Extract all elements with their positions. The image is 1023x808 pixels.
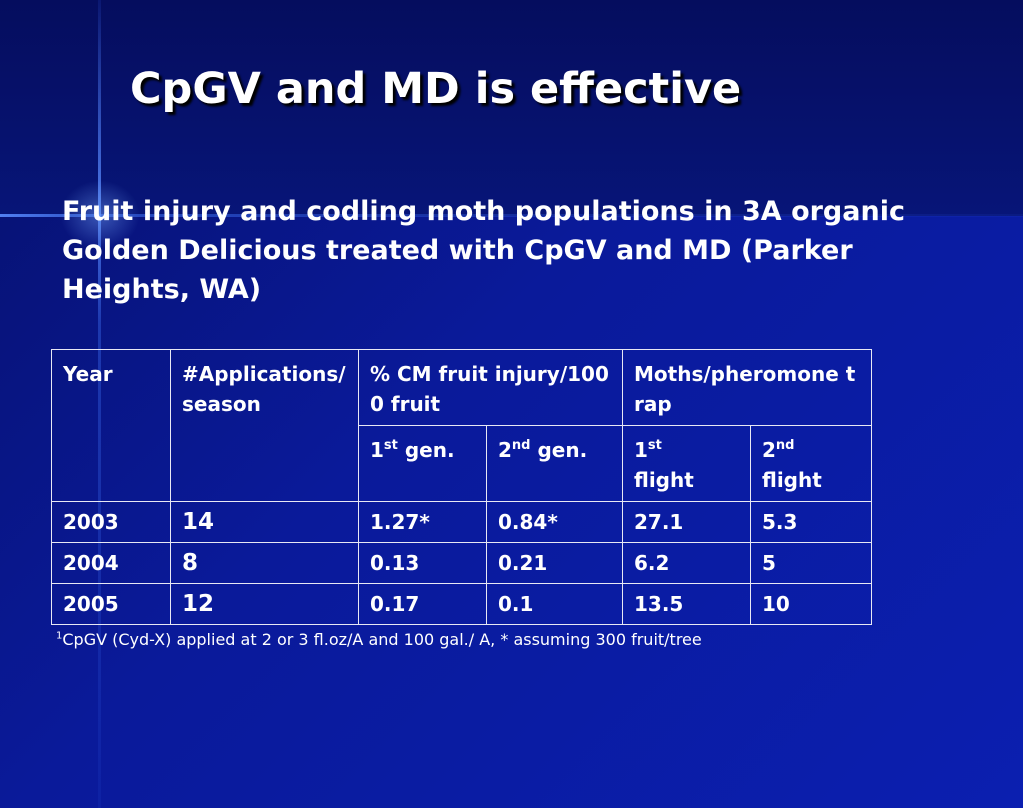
header-year: Year <box>51 349 171 502</box>
table-header-row: Year #Applications/season % CM fruit inj… <box>51 349 872 502</box>
subheader-flight1: 1st flight <box>622 425 751 502</box>
footnote-text: CpGV (Cyd-X) applied at 2 or 3 fl.oz/A a… <box>62 630 702 649</box>
header-applications: #Applications/season <box>170 349 359 502</box>
cell-flight2: 5.3 <box>750 501 872 543</box>
background-glow <box>60 180 140 250</box>
background-top-panel <box>0 0 1023 216</box>
cell-gen2: 0.1 <box>486 583 623 625</box>
cell-flight1: 27.1 <box>622 501 751 543</box>
cell-flight1: 6.2 <box>622 542 751 584</box>
cell-gen2: 0.21 <box>486 542 623 584</box>
header-injury: % CM fruit injury/1000 fruit <box>358 349 623 426</box>
cell-applications: 12 <box>170 583 359 625</box>
subheader-flight2: 2nd flight <box>750 425 872 502</box>
slide-subtitle: Fruit injury and codling moth population… <box>62 196 905 305</box>
cell-gen2: 0.84* <box>486 501 623 543</box>
cell-flight1: 13.5 <box>622 583 751 625</box>
table-row: 2004 8 0.13 0.21 6.2 5 <box>51 542 872 584</box>
cell-gen1: 1.27* <box>358 501 487 543</box>
footnote-marker: 1 <box>56 630 63 642</box>
table-subheader-row: 1st gen. 2nd gen. 1st flight 2nd flight <box>52 425 872 502</box>
cell-year: 2005 <box>51 583 171 625</box>
cell-year: 2004 <box>51 542 171 584</box>
subheader-gen2: 2nd gen. <box>486 425 623 502</box>
subheader-gen1: 1st gen. <box>358 425 487 502</box>
cell-flight2: 10 <box>750 583 872 625</box>
background-horizontal-line <box>0 214 1023 217</box>
cell-applications: 14 <box>170 501 359 543</box>
cell-gen1: 0.17 <box>358 583 487 625</box>
cell-applications: 8 <box>170 542 359 584</box>
results-table: Year #Applications/season % CM fruit inj… <box>51 349 872 625</box>
cell-gen1: 0.13 <box>358 542 487 584</box>
footnote: 1CpGV (Cyd-X) applied at 2 or 3 fl.oz/A … <box>56 630 702 649</box>
cell-year: 2003 <box>51 501 171 543</box>
table-row: 2005 12 0.17 0.1 13.5 10 <box>51 583 872 625</box>
slide-title: CpGV and MD is effective <box>130 64 742 114</box>
cell-flight2: 5 <box>750 542 872 584</box>
header-moths: Moths/pheromone trap <box>622 349 872 426</box>
table-row: 2003 14 1.27* 0.84* 27.1 5.3 <box>51 501 872 543</box>
